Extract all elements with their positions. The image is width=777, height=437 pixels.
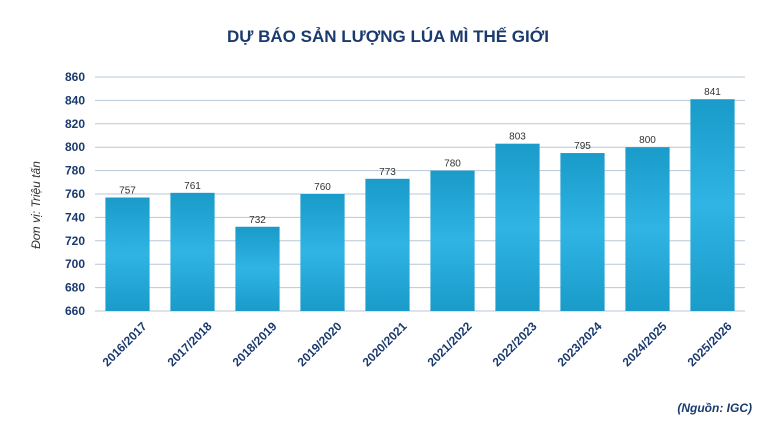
y-tick-label: 820 (65, 117, 85, 131)
x-tick-label: 2017/2018 (165, 319, 215, 369)
y-axis-ticks: 660 680 700 720 740 760 780 800 820 840 860 (65, 70, 85, 318)
y-tick-label: 840 (65, 93, 85, 107)
y-tick-label: 780 (65, 164, 85, 178)
y-tick-label: 680 (65, 281, 85, 295)
y-tick-label: 760 (65, 187, 85, 201)
data-label: 732 (249, 215, 266, 226)
bar (300, 194, 345, 311)
data-label: 761 (184, 181, 201, 192)
source-note: (Nguồn: IGC) (677, 401, 752, 415)
chart-title: DỰ BÁO SẢN LƯỢNG LÚA MÌ THẾ GIỚI (227, 27, 549, 46)
data-labels: 757 761 732 760 773 780 803 795 800 841 (119, 87, 721, 226)
x-tick-label: 2018/2019 (230, 319, 280, 369)
bar (105, 197, 150, 311)
bars (105, 99, 735, 311)
data-label: 795 (574, 141, 591, 152)
y-tick-label: 740 (65, 210, 85, 224)
data-label: 803 (509, 132, 526, 143)
data-label: 841 (704, 87, 721, 98)
bar (625, 147, 670, 311)
bar (365, 178, 410, 311)
y-tick-label: 700 (65, 257, 85, 271)
x-tick-label: 2024/2025 (620, 319, 670, 369)
data-label: 780 (444, 159, 461, 170)
x-tick-label: 2020/2021 (360, 319, 410, 369)
bar (690, 99, 735, 311)
y-tick-label: 660 (65, 304, 85, 318)
x-tick-label: 2021/2022 (425, 319, 475, 369)
bar (495, 143, 540, 311)
x-tick-label: 2025/2026 (685, 319, 735, 369)
bar (235, 226, 280, 311)
data-label: 800 (639, 135, 656, 146)
y-tick-label: 720 (65, 234, 85, 248)
data-label: 757 (119, 186, 136, 197)
bar (560, 153, 605, 311)
y-tick-label: 800 (65, 140, 85, 154)
x-tick-label: 2016/2017 (100, 319, 150, 369)
x-tick-label: 2022/2023 (490, 319, 540, 369)
bar (170, 192, 215, 311)
y-tick-label: 860 (65, 70, 85, 84)
data-label: 773 (379, 167, 396, 178)
x-tick-label: 2019/2020 (295, 319, 345, 369)
x-axis-ticks: 2016/2017 2017/2018 2018/2019 2019/2020 2020… (100, 319, 735, 369)
bar (430, 170, 475, 311)
y-axis-label: Đơn vị: Triệu tấn (29, 161, 43, 249)
data-label: 760 (314, 182, 331, 193)
x-tick-label: 2023/2024 (555, 319, 605, 369)
